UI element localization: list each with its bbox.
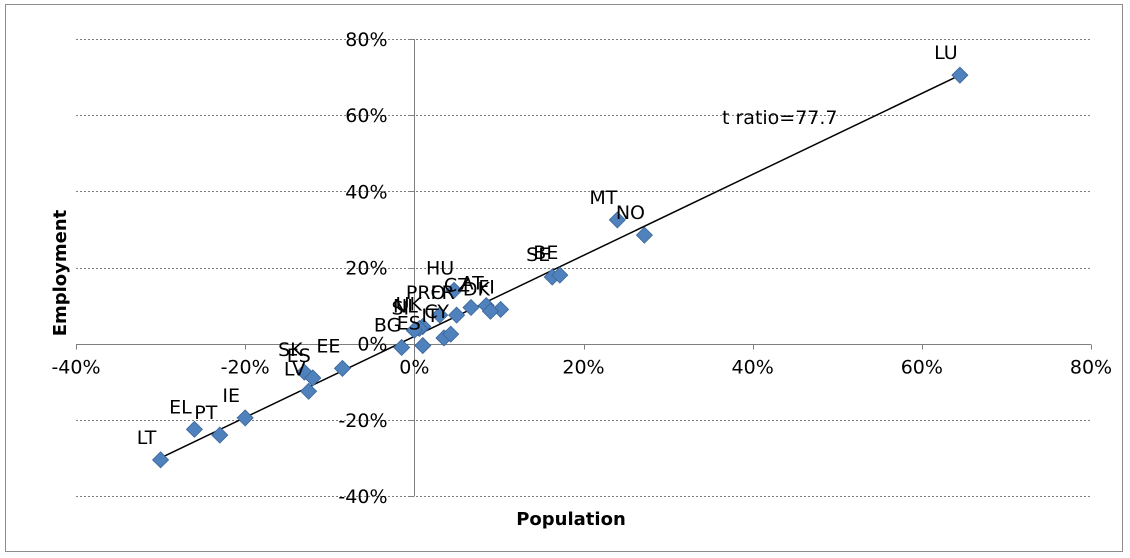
y-tick-label: 60% [345, 105, 387, 127]
data-point [448, 306, 466, 324]
point-label: IT [421, 305, 439, 327]
x-tick-label: -20% [221, 357, 270, 379]
y-tick-label: -40% [338, 486, 387, 508]
trendline-group [160, 74, 961, 459]
point-label: ES [397, 313, 421, 335]
point-label: DK [463, 278, 491, 300]
y-tick-label: 40% [345, 181, 387, 203]
x-tick-label: 40% [732, 357, 774, 379]
data-point [152, 451, 170, 469]
data-point [304, 369, 322, 387]
data-point [333, 359, 352, 377]
x-tick-label: 0% [399, 357, 429, 379]
point-label: PT [194, 402, 217, 424]
gridlines [76, 39, 1091, 497]
point-label: PRO [406, 282, 446, 304]
data-point [236, 409, 254, 427]
x-tick-label: 80% [1070, 357, 1112, 379]
data-point [431, 306, 449, 324]
x-tick-labels: -40% -20% 0% 20% 40% 60% 80% [51, 357, 1112, 379]
y-tick-label: -20% [338, 410, 387, 432]
point-label: LT [137, 427, 157, 449]
data-point [414, 337, 432, 355]
point-label: CY [424, 301, 449, 323]
data-point [635, 226, 653, 244]
point-label: BE [533, 242, 558, 264]
point-label: SI [391, 297, 409, 319]
data-point [300, 382, 318, 400]
y-tick-labels: -40% -20% 0% 20% 40% 60% 80% [338, 29, 387, 508]
point-label: IE [222, 385, 240, 407]
point-label: FI [478, 276, 495, 298]
point-label: SE [526, 244, 550, 266]
y-tick-label: 0% [357, 334, 387, 356]
data-point [442, 325, 460, 343]
data-point [608, 211, 626, 229]
data-point [481, 302, 500, 320]
trendline [160, 74, 961, 459]
data-points [152, 66, 969, 469]
point-label: HU [426, 257, 454, 279]
point-label: AT [461, 273, 485, 295]
t-ratio-annotation: t ratio=77.7 [722, 107, 838, 129]
data-point [551, 266, 569, 284]
point-label: NO [616, 202, 645, 224]
y-tick-label: 20% [345, 258, 387, 280]
data-point [405, 321, 423, 339]
point-label: EL [169, 396, 192, 418]
y-axis-title: Employment [50, 209, 71, 336]
data-point [951, 66, 969, 84]
point-label: MT [589, 187, 617, 209]
point-label: BG [374, 314, 401, 336]
x-tick-label: -40% [51, 357, 100, 379]
point-label: ES [287, 345, 311, 367]
data-point [211, 426, 229, 444]
y-tick-label: 80% [345, 29, 387, 51]
point-label: LU [934, 42, 958, 64]
x-tick-label: 60% [901, 357, 943, 379]
point-label: NL [393, 295, 418, 317]
data-point [462, 298, 480, 317]
point-label: LV [284, 358, 306, 380]
point-label: SK [278, 339, 303, 361]
point-label: FR [431, 282, 455, 304]
data-point [185, 420, 203, 438]
x-axis-title: Population [516, 509, 626, 530]
point-label: CZ [444, 274, 470, 296]
point-label: UK [396, 294, 423, 316]
data-point [393, 338, 411, 357]
x-tick-label: 20% [562, 357, 604, 379]
axes [76, 39, 1092, 497]
data-point [445, 281, 463, 299]
point-label: EE [316, 335, 340, 357]
